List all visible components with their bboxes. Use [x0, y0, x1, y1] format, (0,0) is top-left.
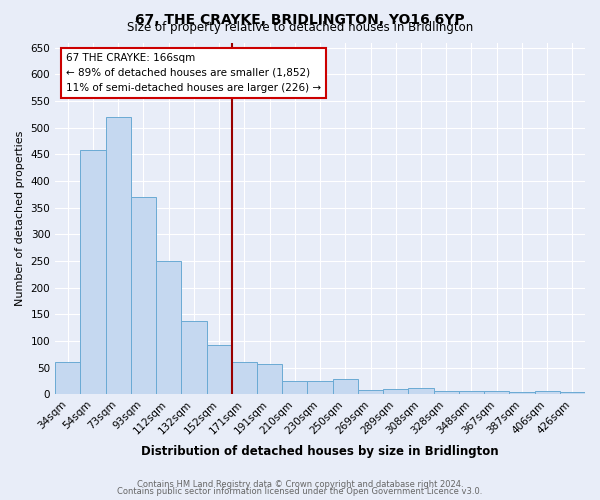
Bar: [560, 392, 585, 394]
Text: 67, THE CRAYKE, BRIDLINGTON, YO16 6YP: 67, THE CRAYKE, BRIDLINGTON, YO16 6YP: [135, 12, 465, 26]
Bar: [206, 345, 232, 395]
Bar: [358, 390, 383, 394]
Y-axis label: Number of detached properties: Number of detached properties: [15, 131, 25, 306]
Bar: [484, 391, 509, 394]
Bar: [509, 392, 535, 394]
Text: Contains HM Land Registry data © Crown copyright and database right 2024.: Contains HM Land Registry data © Crown c…: [137, 480, 463, 489]
Bar: [181, 321, 206, 394]
Bar: [232, 362, 257, 394]
Bar: [257, 364, 282, 394]
Bar: [434, 391, 459, 394]
Bar: [80, 150, 106, 394]
Bar: [156, 261, 181, 394]
Bar: [106, 117, 131, 394]
Text: 67 THE CRAYKE: 166sqm
← 89% of detached houses are smaller (1,852)
11% of semi-d: 67 THE CRAYKE: 166sqm ← 89% of detached …: [66, 53, 321, 92]
Bar: [131, 197, 156, 394]
Bar: [307, 380, 332, 394]
Bar: [409, 388, 434, 394]
Bar: [55, 362, 80, 394]
Bar: [282, 380, 307, 394]
Text: Size of property relative to detached houses in Bridlington: Size of property relative to detached ho…: [127, 22, 473, 35]
Bar: [535, 390, 560, 394]
Bar: [459, 390, 484, 394]
Text: Contains public sector information licensed under the Open Government Licence v3: Contains public sector information licen…: [118, 487, 482, 496]
Bar: [383, 388, 409, 394]
Bar: [332, 379, 358, 394]
X-axis label: Distribution of detached houses by size in Bridlington: Distribution of detached houses by size …: [141, 444, 499, 458]
